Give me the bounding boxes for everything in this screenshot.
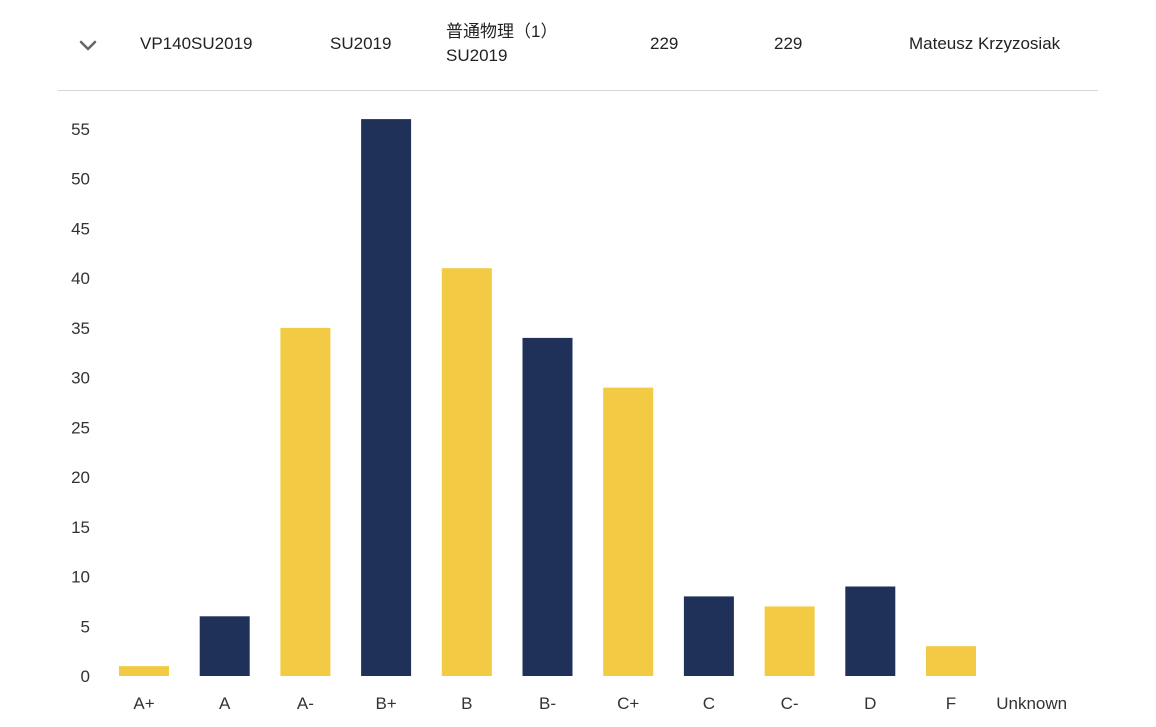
bar-D[interactable] xyxy=(845,586,896,677)
y-tick-label: 15 xyxy=(71,518,90,537)
bar-A+[interactable] xyxy=(119,666,169,676)
bar-C-[interactable] xyxy=(764,606,815,676)
y-tick-label: 20 xyxy=(71,468,90,487)
bar-B+[interactable] xyxy=(361,119,412,677)
bar-A-[interactable] xyxy=(280,327,331,676)
y-tick-label: 10 xyxy=(71,568,90,587)
course-row[interactable]: VP140SU2019 SU2019 普通物理（1） SU2019 229 22… xyxy=(58,0,1098,91)
course-term: SU2019 xyxy=(330,34,392,53)
y-tick-label: 45 xyxy=(71,219,90,238)
course-title-line1: 普通物理（1） xyxy=(446,22,558,41)
x-tick-label: B- xyxy=(539,694,556,713)
y-tick-label: 30 xyxy=(71,369,90,388)
course-title: 普通物理（1） SU2019 xyxy=(446,20,557,68)
course-code: VP140SU2019 xyxy=(140,34,253,53)
bar-C[interactable] xyxy=(683,596,734,676)
count-b: 229 xyxy=(774,34,803,53)
y-tick-label: 35 xyxy=(71,319,90,338)
y-tick-label: 50 xyxy=(71,170,90,189)
x-tick-label: A xyxy=(219,694,231,713)
bar-B[interactable] xyxy=(441,268,492,676)
x-tick-label: B+ xyxy=(375,694,396,713)
bar-F[interactable] xyxy=(926,646,976,676)
bar-A[interactable] xyxy=(199,616,250,676)
bar-B-[interactable] xyxy=(522,337,573,676)
grade-distribution-chart: 0 5 10 15 20 25 30 35 40 45 50 55 A+ A A- B+ B B- C+ C C- D F U… xyxy=(0,92,1156,722)
x-tick-label: A- xyxy=(297,694,314,713)
y-tick-label: 25 xyxy=(71,418,90,437)
x-tick-label: D xyxy=(864,694,876,713)
bar-C+[interactable] xyxy=(603,387,654,676)
x-tick-label: F xyxy=(946,694,956,713)
y-tick-label: 5 xyxy=(81,617,90,636)
x-tick-label: B xyxy=(461,694,472,713)
course-title-line2: SU2019 xyxy=(446,46,508,65)
x-tick-label: A+ xyxy=(133,694,154,713)
instructor-name: Mateusz Krzyzosiak xyxy=(909,34,1061,53)
y-tick-label: 40 xyxy=(71,269,90,288)
count-a: 229 xyxy=(650,34,679,53)
chevron-down-icon[interactable] xyxy=(76,34,100,58)
y-tick-label: 0 xyxy=(81,667,90,686)
x-tick-label: C- xyxy=(781,694,799,713)
grade-bar-chart: 0 5 10 15 20 25 30 35 40 45 50 55 A+ A A- B+ B B- C+ C C- D F U… xyxy=(71,119,1067,713)
x-tick-label: C+ xyxy=(617,694,639,713)
x-tick-label: C xyxy=(703,694,715,713)
y-tick-label: 55 xyxy=(71,120,90,139)
x-tick-label: Unknown xyxy=(996,694,1067,713)
